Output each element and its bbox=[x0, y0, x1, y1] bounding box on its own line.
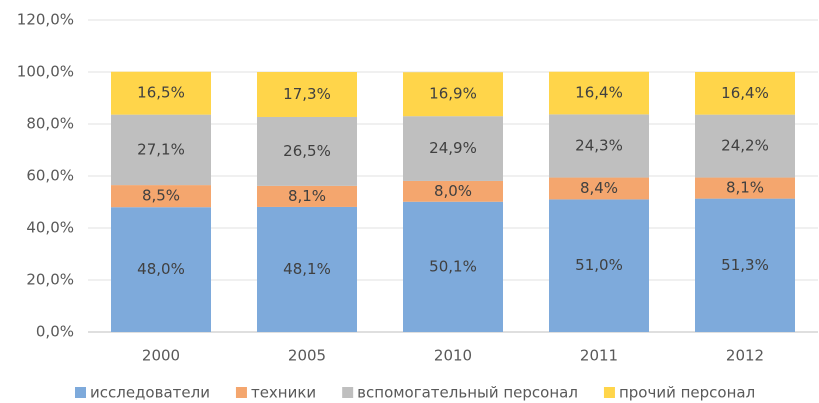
x-tick-label: 2010 bbox=[434, 347, 472, 365]
y-tick-label: 120,0% bbox=[17, 11, 74, 29]
legend-label: исследователи bbox=[90, 384, 210, 402]
y-tick-label: 80,0% bbox=[26, 115, 74, 133]
value-label: 27,1% bbox=[137, 140, 185, 158]
value-label: 51,0% bbox=[575, 256, 623, 274]
bar-segment bbox=[695, 177, 795, 199]
bar-segment bbox=[257, 72, 357, 117]
bar-segment bbox=[257, 206, 357, 332]
value-label: 8,0% bbox=[434, 182, 472, 200]
legend-marker bbox=[342, 387, 354, 398]
x-tick-label: 2005 bbox=[288, 347, 326, 365]
value-label: 16,5% bbox=[137, 84, 185, 102]
value-label: 50,1% bbox=[429, 257, 477, 275]
x-tick-label: 2000 bbox=[142, 347, 180, 365]
bar-segment bbox=[111, 71, 211, 115]
bar-segment bbox=[111, 114, 211, 186]
value-label: 8,1% bbox=[726, 179, 764, 197]
value-label: 16,4% bbox=[575, 84, 623, 102]
value-label: 26,5% bbox=[283, 142, 331, 160]
x-tick-label: 2011 bbox=[580, 347, 618, 365]
bar-segment bbox=[549, 114, 649, 178]
bar-segment bbox=[549, 177, 649, 200]
legend-marker bbox=[235, 387, 247, 398]
legend-marker bbox=[75, 387, 86, 398]
bar-segment bbox=[549, 199, 649, 332]
bar-segment bbox=[257, 116, 357, 186]
value-label: 16,4% bbox=[721, 84, 769, 102]
y-tick-label: 20,0% bbox=[26, 271, 74, 289]
value-label: 17,3% bbox=[283, 85, 331, 103]
legend-label: вспомогательный персонал bbox=[357, 384, 578, 402]
value-label: 8,5% bbox=[142, 187, 180, 205]
bar-segment bbox=[695, 114, 795, 178]
x-tick-label: 2012 bbox=[726, 347, 764, 365]
bar-segment bbox=[403, 201, 503, 332]
bar-segment bbox=[695, 198, 795, 332]
value-label: 24,9% bbox=[429, 139, 477, 157]
value-label: 24,2% bbox=[721, 137, 769, 155]
y-tick-label: 100,0% bbox=[17, 63, 74, 81]
legend-marker bbox=[603, 387, 615, 398]
bar-segment bbox=[403, 72, 503, 117]
legend-label: прочий персонал bbox=[619, 384, 755, 402]
value-label: 16,9% bbox=[429, 85, 477, 103]
value-label: 48,0% bbox=[137, 260, 185, 278]
value-label: 48,1% bbox=[283, 260, 331, 278]
bar-segment bbox=[695, 72, 795, 115]
bar-segment bbox=[111, 207, 211, 332]
y-tick-label: 60,0% bbox=[26, 167, 74, 185]
value-label: 51,3% bbox=[721, 256, 769, 274]
value-label: 8,4% bbox=[580, 179, 618, 197]
bar-segment bbox=[403, 116, 503, 181]
value-label: 8,1% bbox=[288, 187, 326, 205]
y-tick-label: 40,0% bbox=[26, 219, 74, 237]
bar-segment bbox=[111, 185, 211, 208]
legend-label: техники bbox=[251, 384, 316, 402]
bar-segment bbox=[257, 185, 357, 207]
y-tick-label: 0,0% bbox=[36, 323, 74, 341]
bar-segment bbox=[549, 71, 649, 115]
value-label: 24,3% bbox=[575, 136, 623, 154]
bar-segment bbox=[403, 180, 503, 202]
